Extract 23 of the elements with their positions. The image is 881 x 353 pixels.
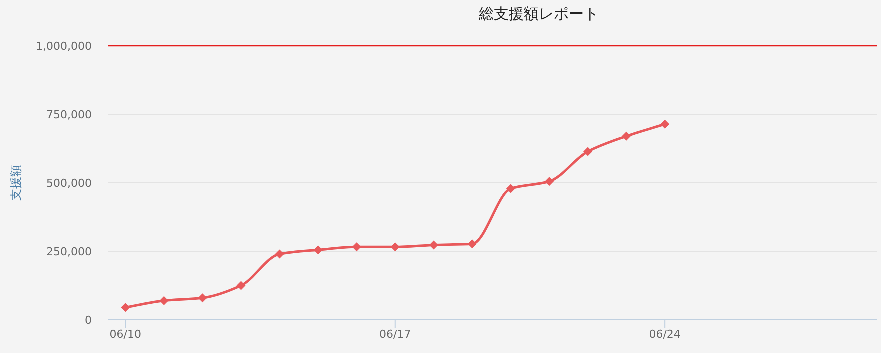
- chart-title: 総支援額レポート: [478, 5, 599, 23]
- point: [584, 147, 593, 156]
- point: [660, 120, 670, 129]
- y-tick-label: 250,000: [46, 246, 92, 258]
- point: [275, 250, 284, 259]
- x-tick-label: 06/10: [110, 328, 142, 341]
- y-axis-title: 支援額: [9, 165, 23, 201]
- point: [544, 177, 554, 186]
- point: [198, 294, 208, 303]
- point: [468, 240, 477, 249]
- x-tick-label: 06/24: [649, 328, 681, 341]
- point: [429, 240, 438, 250]
- y-tick-label: 750,000: [46, 108, 92, 122]
- point: [314, 246, 323, 255]
- point: [121, 303, 130, 312]
- point: [622, 132, 632, 141]
- y-tick-label: 1,000,000: [36, 40, 92, 53]
- point: [236, 281, 246, 290]
- y-tick-label: 0: [85, 314, 92, 327]
- y-tick-label: 500,000: [46, 177, 92, 190]
- x-tick-label: 06/17: [380, 328, 412, 341]
- point: [160, 296, 169, 306]
- point: [506, 184, 516, 194]
